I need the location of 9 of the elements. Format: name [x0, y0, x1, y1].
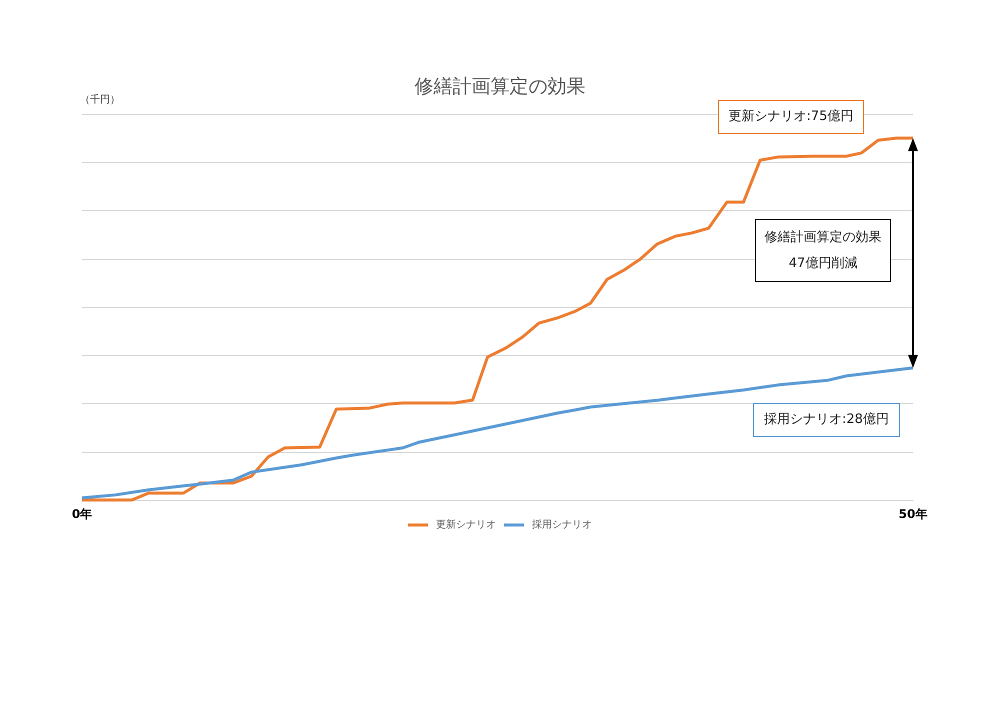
legend-label: 更新シナリオ [436, 518, 496, 530]
x-tick-label: 0年 [72, 507, 92, 521]
chart-title: 修繕計画算定の効果 [414, 76, 586, 98]
annotation: 採用シナリオ:28億円 [764, 411, 889, 429]
legend-label: 採用シナリオ [532, 518, 592, 530]
x-tick-label: 50年 [898, 507, 928, 521]
y-axis-title: （千円） [80, 94, 120, 106]
annotation: 修繕計画算定の効果 47億円削減 [764, 228, 882, 272]
text: 更新シナリオ:75億円 [728, 108, 854, 126]
